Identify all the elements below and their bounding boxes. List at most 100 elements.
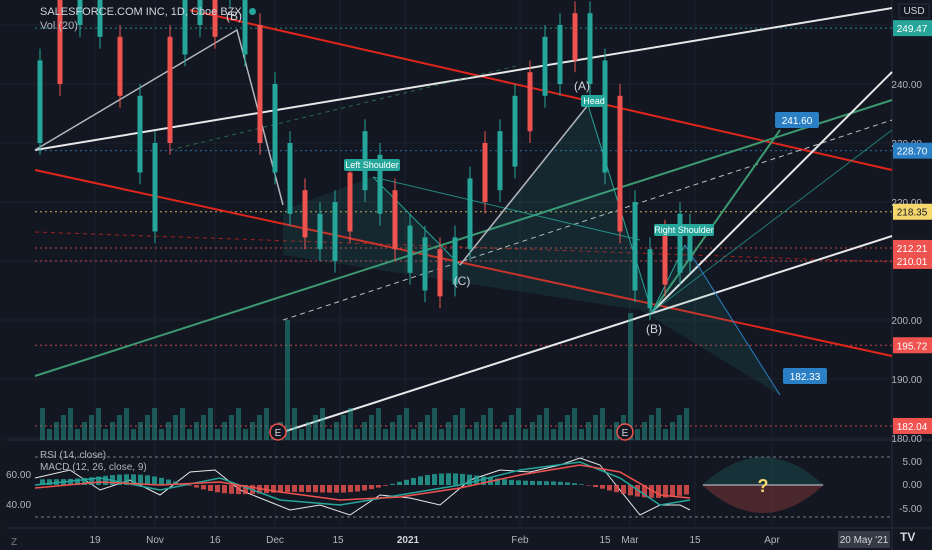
target-projection (684, 244, 781, 396)
candle-body (242, 0, 248, 55)
currency-badge-bg (898, 3, 930, 19)
macd-histogram-bar (467, 474, 472, 485)
macd-histogram-bar (369, 485, 374, 490)
hs-label-bg (344, 159, 400, 171)
macd-histogram-bar (243, 485, 248, 495)
candle-body (407, 225, 413, 273)
macd-histogram-bar (341, 485, 346, 493)
price-badge-bg (893, 239, 932, 256)
price-badge-bg (893, 417, 932, 434)
candle-body (212, 0, 218, 37)
macd-histogram-bar (173, 481, 178, 485)
candle-body (587, 13, 593, 85)
price-badge-bg (893, 20, 932, 37)
macd-histogram-bar (663, 485, 668, 498)
macd-histogram-bar (684, 485, 689, 495)
macd-histogram-bar (236, 485, 241, 495)
price-badge-label: 218.35 (897, 208, 928, 219)
macd-histogram-bar (222, 485, 227, 494)
volume-bar (439, 429, 444, 440)
macd-histogram-bar (390, 483, 395, 485)
macd-histogram-bar (635, 485, 640, 497)
volume-bar (446, 422, 451, 440)
x-tick-label: 15 (599, 535, 611, 546)
macd-histogram-bar (376, 485, 381, 488)
rsi-tick-label: 40.00 (6, 500, 31, 511)
candle-body (347, 172, 353, 232)
macd-histogram-bar (187, 485, 192, 486)
macd-histogram-bar (460, 473, 465, 485)
macd-histogram-bar (138, 474, 143, 485)
candle-body (572, 13, 578, 61)
macd-histogram-bar (677, 485, 682, 496)
price-badge-bg (893, 252, 932, 269)
lower-red-channel (34, 169, 893, 357)
macd-histogram-bar (558, 481, 563, 485)
macd-histogram-bar (313, 485, 318, 493)
currency-label: USD (903, 6, 924, 17)
wave-lines-early (34, 28, 284, 206)
price-badge-bg (893, 203, 932, 220)
earnings-icon (616, 423, 634, 441)
macd-histogram-bar (425, 475, 430, 485)
y-tick-label: 190.00 (891, 375, 922, 386)
volume-bar (397, 415, 402, 440)
macd-histogram-bar (362, 485, 367, 491)
candle-body (662, 231, 668, 285)
price-badge-label: 249.47 (897, 24, 928, 35)
volume-bar (355, 429, 360, 440)
volume-bar (82, 422, 87, 440)
volume-bar (292, 408, 297, 440)
tradingview-logo-icon[interactable]: TV (900, 530, 916, 544)
volume-bar (320, 408, 325, 440)
volume-bar (264, 408, 269, 440)
volume-bar (677, 415, 682, 440)
price-badge-label: 212.21 (897, 244, 928, 255)
volume-bar (523, 429, 528, 440)
candle-body (287, 143, 293, 214)
volume-bar (684, 408, 689, 440)
volume-bar (628, 313, 633, 440)
macd-histogram-bar (152, 476, 157, 485)
volume-bar (656, 408, 661, 440)
macd-histogram-bar (306, 485, 311, 493)
macd-histogram-bar (117, 474, 122, 485)
candle-body (257, 25, 263, 143)
volume-bar (537, 415, 542, 440)
volume-bar (474, 422, 479, 440)
pitchfork-line-1 (651, 71, 893, 313)
macd-histogram-bar (502, 479, 507, 485)
x-tick-label: Nov (146, 535, 164, 546)
volume-bar (404, 408, 409, 440)
macd-histogram-bar (628, 485, 633, 496)
macd-line (34, 461, 691, 506)
wave-line-a (459, 104, 589, 266)
volume-bar (348, 408, 353, 440)
volume-bar (383, 429, 388, 440)
price-badge-label: 195.72 (897, 341, 928, 352)
volume-bar (166, 422, 171, 440)
macd-histogram-bar (201, 485, 206, 490)
macd-histogram-bar (215, 485, 220, 493)
macd-histogram-bar (124, 474, 129, 485)
volume-bar (40, 408, 45, 440)
macd-histogram-bar (656, 485, 661, 498)
wave-point-label: (B) (226, 9, 242, 23)
volume-bar (173, 415, 178, 440)
x-tick-label: 15 (332, 535, 344, 546)
volume-bar (481, 415, 486, 440)
volume-bar (509, 415, 514, 440)
candle-body (97, 0, 103, 37)
mid-white-channel (282, 119, 893, 321)
green-dashed-channel (169, 64, 521, 151)
volume-bar (453, 415, 458, 440)
y-tick-label: 240.00 (891, 80, 922, 91)
macd-histogram-bar (481, 476, 486, 485)
price-badge-label: 228.70 (897, 147, 928, 158)
wave-point-label: (A) (574, 79, 590, 93)
candle-body (452, 237, 458, 285)
macd-tick-label: 5.00 (903, 457, 923, 468)
hs-label-bg (654, 224, 714, 236)
volume-bar (670, 422, 675, 440)
